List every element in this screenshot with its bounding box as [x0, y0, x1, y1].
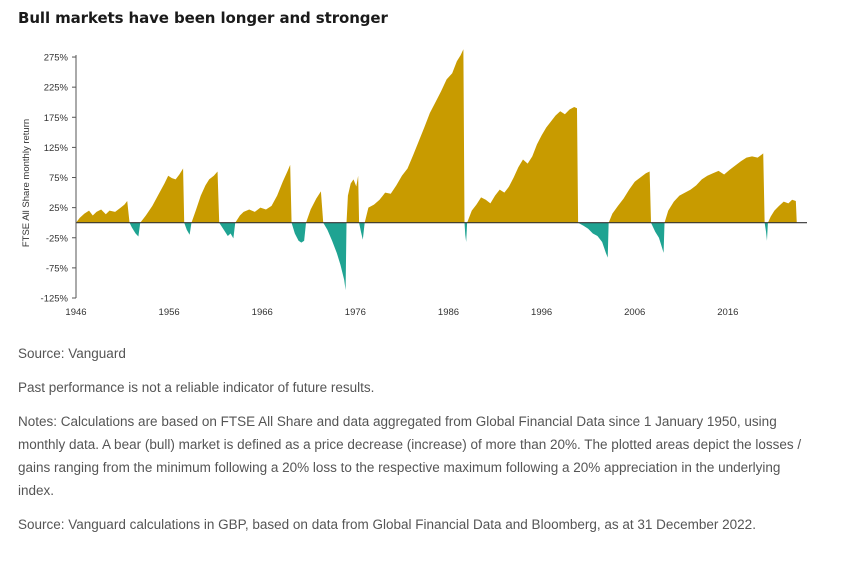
bull-bear-chart: 275% 225% 175% 125% 75% 25% -25% -75% -125% 1946 1…: [21, 49, 807, 318]
bull-market-area-10: [346, 175, 360, 223]
bear-market-area-19: [764, 222, 768, 241]
bull-market-area-0: [76, 201, 130, 223]
methodology-note: Notes: Calculations are based on FTSE Al…: [18, 414, 802, 498]
x-tick-label: 1956: [159, 307, 180, 318]
bull-market-area-14: [467, 107, 579, 223]
y-axis-label: FTSE All Share monthly return: [21, 119, 32, 247]
bull-market-area-16: [608, 171, 652, 223]
axis-layer: 275% 225% 175% 125% 75% 25% -25% -75% -125% 1946 1…: [21, 53, 807, 318]
bear-market-area-7: [291, 222, 307, 243]
bull-market-area-4: [191, 171, 220, 223]
notes: Source: Vanguard Past performance is not…: [18, 342, 818, 547]
bear-market-area-15: [578, 222, 609, 258]
disclaimer-note: Past performance is not a reliable indic…: [18, 380, 375, 395]
x-tick-label: 2016: [717, 307, 738, 318]
bear-market-area-1: [129, 222, 141, 237]
source-note: Source: Vanguard: [18, 346, 126, 361]
bull-market-area-20: [767, 199, 797, 223]
y-tick-label: 275%: [44, 53, 69, 64]
y-tick-label: 25%: [49, 203, 69, 214]
bull-market-area-12: [364, 49, 465, 223]
x-tick-label: 2006: [624, 307, 645, 318]
bear-market-area-5: [219, 222, 236, 239]
bull-market-area-18: [664, 153, 765, 223]
y-tick-label: 125%: [44, 143, 69, 154]
bear-market-area-13: [464, 222, 468, 242]
x-tick-label: 1976: [345, 307, 366, 318]
bear-market-area-11: [359, 222, 365, 240]
x-tick-label: 1946: [65, 307, 86, 318]
y-tick-label: 75%: [49, 173, 69, 184]
x-tick-label: 1986: [438, 307, 459, 318]
bull-market-area-2: [140, 168, 185, 223]
bear-market-area-9: [323, 222, 347, 291]
y-tick-label: 175%: [44, 113, 69, 124]
x-tick-label: 1966: [252, 307, 273, 318]
y-tick-label: -125%: [41, 294, 69, 305]
data-source-note: Source: Vanguard calculations in GBP, ba…: [18, 517, 756, 532]
bull-market-area-8: [306, 191, 324, 223]
y-tick-label: -75%: [46, 263, 69, 274]
bull-market-area-6: [235, 164, 292, 223]
series-layer: [76, 49, 797, 291]
chart-title: Bull markets have been longer and strong…: [18, 9, 388, 27]
bear-market-area-3: [184, 222, 192, 235]
bear-market-area-17: [651, 222, 665, 253]
y-tick-label: -25%: [46, 233, 69, 244]
y-tick-label: 225%: [44, 83, 69, 94]
x-tick-label: 1996: [531, 307, 552, 318]
